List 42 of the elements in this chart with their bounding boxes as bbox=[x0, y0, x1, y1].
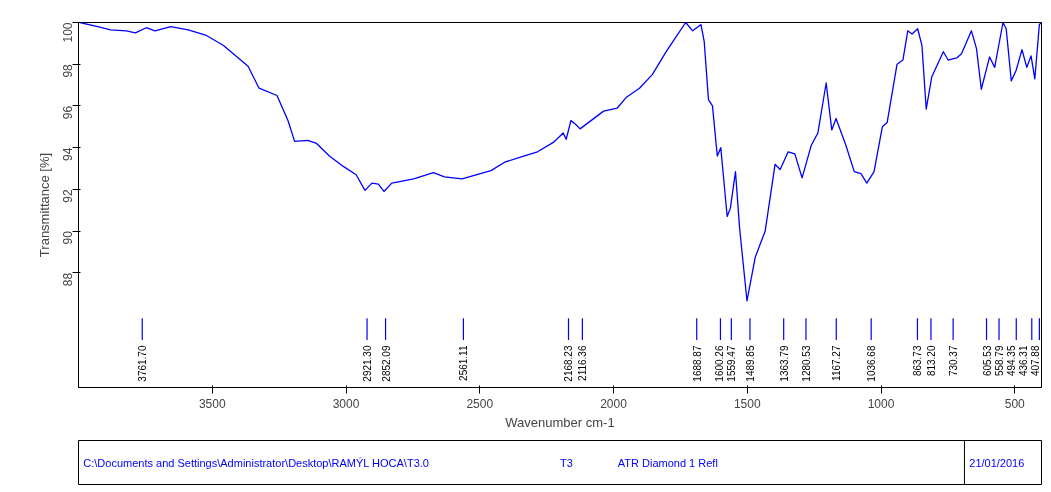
ref-line-label: 813.20 bbox=[925, 345, 937, 377]
ref-line-label: 1036.68 bbox=[866, 345, 878, 382]
y-tick-label: 100 bbox=[61, 22, 75, 43]
y-tick-label: 88 bbox=[61, 272, 75, 287]
ref-line-label: 2921.30 bbox=[362, 345, 374, 382]
ref-line-label: 1688.87 bbox=[691, 345, 703, 382]
x-tick-label: 2500 bbox=[466, 396, 494, 411]
ref-line-label: 730.37 bbox=[948, 345, 960, 377]
ref-line-label: 2852.09 bbox=[380, 345, 392, 382]
text: ATR Diamond 1 Refl bbox=[617, 456, 718, 469]
ref-line-label: 605.53 bbox=[981, 345, 993, 377]
y-tick-label: 98 bbox=[61, 63, 75, 78]
x-axis-title: Wavenumber cm-1 bbox=[505, 414, 615, 430]
ref-line-label: 1167.27 bbox=[831, 345, 843, 381]
ref-line-label: 1280.53 bbox=[800, 345, 812, 382]
ref-line-label: 1489.85 bbox=[744, 345, 756, 382]
ref-line-label: 494.35 bbox=[1005, 345, 1017, 377]
x-tick-label: 3500 bbox=[198, 396, 226, 411]
ref-line-label: 407.88 bbox=[1029, 345, 1041, 377]
ref-line-label: 863.73 bbox=[912, 345, 924, 377]
text: 21/01/2016 bbox=[969, 456, 1025, 469]
y-tick-label: 94 bbox=[61, 147, 75, 161]
ref-line-label: 3761.70 bbox=[137, 345, 149, 382]
text: C:\Documents and Settings\Administrator\Desktop\RAMÝL HOCA\T3.0 bbox=[83, 456, 429, 469]
ref-line-label: 1559.47 bbox=[726, 345, 738, 382]
y-tick-label: 92 bbox=[61, 189, 75, 203]
x-tick-label: 1000 bbox=[867, 396, 895, 411]
y-tick-label: 96 bbox=[61, 105, 75, 120]
ref-line-label: 2168.23 bbox=[563, 345, 575, 382]
x-tick-label: 500 bbox=[1004, 396, 1026, 411]
ref-line-label: 1600.26 bbox=[714, 345, 726, 382]
y-axis-title: Transmittance [%] bbox=[36, 152, 52, 258]
ref-line-label: 2561.11 bbox=[458, 345, 470, 381]
ref-line-label: 2116.36 bbox=[577, 345, 589, 381]
ref-line-label: 558.79 bbox=[993, 345, 1005, 377]
x-tick-label: 3000 bbox=[332, 396, 360, 411]
ref-line-label: 436.31 bbox=[1017, 345, 1029, 377]
x-tick-label: 1500 bbox=[733, 396, 761, 411]
text: T3 bbox=[560, 456, 573, 469]
y-tick-label: 90 bbox=[61, 230, 75, 245]
ref-line-label: 1363.79 bbox=[778, 345, 790, 382]
x-tick-label: 2000 bbox=[600, 396, 628, 411]
